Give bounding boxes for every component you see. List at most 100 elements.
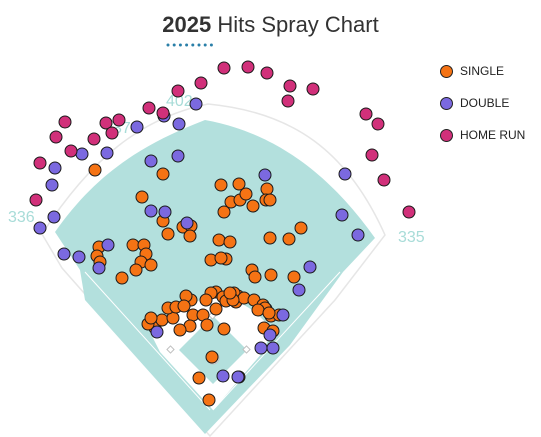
double-point <box>101 238 115 252</box>
home-run-point <box>371 117 385 131</box>
foul-line-left <box>84 271 211 411</box>
double-point <box>231 370 245 384</box>
single-point <box>251 303 265 317</box>
single-point <box>217 205 231 219</box>
double-point <box>189 97 203 111</box>
home-run-point <box>359 107 373 121</box>
double-point <box>351 228 365 242</box>
double-point <box>303 260 317 274</box>
double-point <box>276 308 290 322</box>
playing-field <box>55 120 375 434</box>
single-point <box>200 318 214 332</box>
double-point <box>172 117 186 131</box>
home-run-point <box>306 82 320 96</box>
single-point <box>202 393 216 407</box>
home-run-point <box>402 205 416 219</box>
double-point <box>92 261 106 275</box>
title-dot <box>197 43 201 47</box>
double-point <box>48 161 62 175</box>
single-point <box>248 270 262 284</box>
home-run-point <box>194 76 208 90</box>
home-run-point <box>260 66 274 80</box>
single-point <box>144 311 158 325</box>
legend-swatch-single <box>440 65 453 78</box>
outfield-wall <box>41 103 386 437</box>
fence-label-right: 335 <box>398 229 425 246</box>
single-point <box>260 182 274 196</box>
double-point <box>263 328 277 342</box>
single-point <box>214 178 228 192</box>
single-point <box>205 350 219 364</box>
home-run-point <box>281 94 295 108</box>
home-run-point <box>283 79 297 93</box>
double-point <box>335 208 349 222</box>
title-dot <box>166 43 170 47</box>
double-point <box>266 341 280 355</box>
double-point <box>75 147 89 161</box>
infield-grass <box>179 316 247 384</box>
single-point <box>214 251 228 265</box>
single-point <box>263 231 277 245</box>
single-point <box>129 263 143 277</box>
double-point <box>130 120 144 134</box>
foul-line-right <box>212 271 341 411</box>
double-point <box>150 325 164 339</box>
single-point <box>263 193 277 207</box>
home-run-point <box>142 101 156 115</box>
single-point <box>287 270 301 284</box>
home-run-point <box>33 156 47 170</box>
third-base <box>166 345 175 354</box>
title-underline-dots <box>166 43 213 47</box>
home-run-point <box>105 126 119 140</box>
single-point <box>262 306 276 320</box>
double-point <box>158 205 172 219</box>
legend-label-double: DOUBLE <box>460 96 510 110</box>
home-run-point <box>29 193 43 207</box>
single-point <box>192 371 206 385</box>
title-dot <box>178 43 182 47</box>
home-run-point <box>156 106 170 120</box>
legend-swatch-home-run <box>440 129 453 142</box>
title-dot <box>209 43 213 47</box>
chart-title-year: 2025 <box>162 12 212 37</box>
double-point <box>144 154 158 168</box>
double-point <box>216 369 230 383</box>
home-run-point <box>171 84 185 98</box>
chart-title: 2025 Hits Spray Chart <box>0 12 541 38</box>
home-run-point <box>87 132 101 146</box>
double-point <box>180 216 194 230</box>
single-point <box>135 190 149 204</box>
single-point <box>223 235 237 249</box>
home-run-point <box>49 130 63 144</box>
double-point <box>100 146 114 160</box>
home-run-point <box>112 113 126 127</box>
first-base <box>242 345 251 354</box>
title-dot <box>191 43 195 47</box>
single-point <box>232 177 246 191</box>
single-point <box>88 163 102 177</box>
double-point <box>254 341 268 355</box>
single-point <box>161 227 175 241</box>
home-run-point <box>217 61 231 75</box>
single-point <box>294 221 308 235</box>
single-point <box>223 286 237 300</box>
double-point <box>47 210 61 224</box>
title-dot <box>203 43 207 47</box>
title-dot <box>172 43 176 47</box>
single-point <box>282 232 296 246</box>
single-point <box>177 299 191 313</box>
double-point <box>144 204 158 218</box>
chart-title-text: Hits Spray Chart <box>211 12 379 37</box>
double-point <box>33 221 47 235</box>
double-point <box>258 168 272 182</box>
double-point <box>292 283 306 297</box>
single-point <box>144 258 158 272</box>
single-point <box>209 302 223 316</box>
single-point <box>239 187 253 201</box>
legend-label-home-run: HOME RUN <box>460 128 526 142</box>
home-run-point <box>377 173 391 187</box>
single-point <box>155 313 169 327</box>
home-run-point <box>64 144 78 158</box>
single-point <box>173 323 187 337</box>
